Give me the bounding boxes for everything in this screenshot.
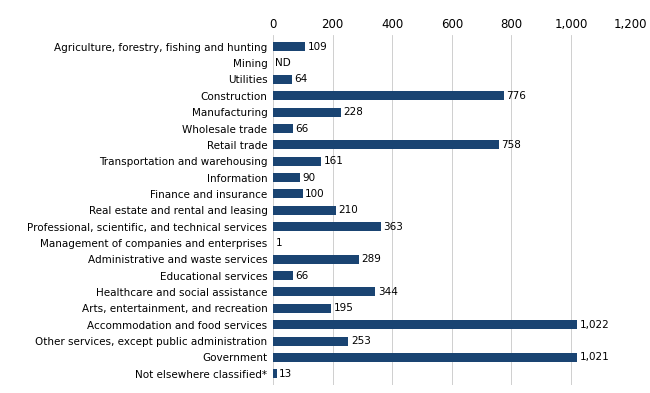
Text: 161: 161 xyxy=(323,156,343,166)
Bar xyxy=(273,124,292,133)
Text: 363: 363 xyxy=(384,222,404,231)
Text: ND: ND xyxy=(276,58,291,68)
Bar xyxy=(273,255,359,264)
Bar xyxy=(273,353,577,362)
Text: 289: 289 xyxy=(361,254,382,264)
Text: 109: 109 xyxy=(308,42,328,52)
Bar xyxy=(273,91,504,100)
Bar xyxy=(273,222,381,231)
Text: 64: 64 xyxy=(294,75,307,84)
Text: 228: 228 xyxy=(343,107,363,117)
Bar xyxy=(273,108,341,117)
Bar xyxy=(273,271,292,280)
Bar xyxy=(273,75,292,84)
Text: 776: 776 xyxy=(506,91,526,101)
Bar xyxy=(273,140,499,149)
Text: 344: 344 xyxy=(378,287,398,297)
Bar xyxy=(273,369,277,378)
Bar xyxy=(273,206,335,215)
Text: 1,022: 1,022 xyxy=(580,320,610,330)
Bar xyxy=(273,189,303,198)
Bar xyxy=(273,42,306,51)
Bar xyxy=(273,320,577,329)
Text: 66: 66 xyxy=(295,271,308,281)
Text: 195: 195 xyxy=(333,303,354,313)
Text: 758: 758 xyxy=(501,140,521,150)
Text: 90: 90 xyxy=(302,173,315,183)
Bar xyxy=(273,336,348,345)
Text: 210: 210 xyxy=(338,205,358,215)
Text: 1,021: 1,021 xyxy=(580,353,609,362)
Text: 100: 100 xyxy=(306,189,325,199)
Bar xyxy=(273,157,321,166)
Text: 253: 253 xyxy=(351,336,370,346)
Bar xyxy=(273,288,376,296)
Bar xyxy=(273,173,300,182)
Text: 1: 1 xyxy=(276,238,282,248)
Bar xyxy=(273,304,331,313)
Text: 66: 66 xyxy=(295,123,308,134)
Text: 13: 13 xyxy=(280,369,292,379)
